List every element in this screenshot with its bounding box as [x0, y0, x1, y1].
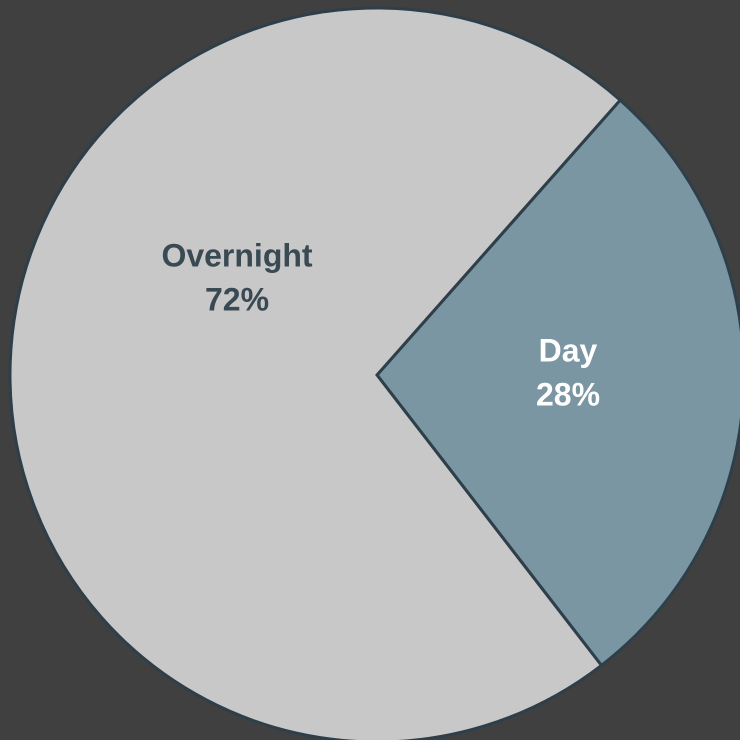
slice-value-label: 72%	[205, 281, 269, 317]
pie-slice	[375, 98, 740, 668]
slice-value-label: 28%	[536, 376, 600, 412]
slice-label: Overnight	[161, 237, 312, 273]
pie-slice	[8, 6, 623, 740]
slice-label: Day	[539, 332, 598, 368]
